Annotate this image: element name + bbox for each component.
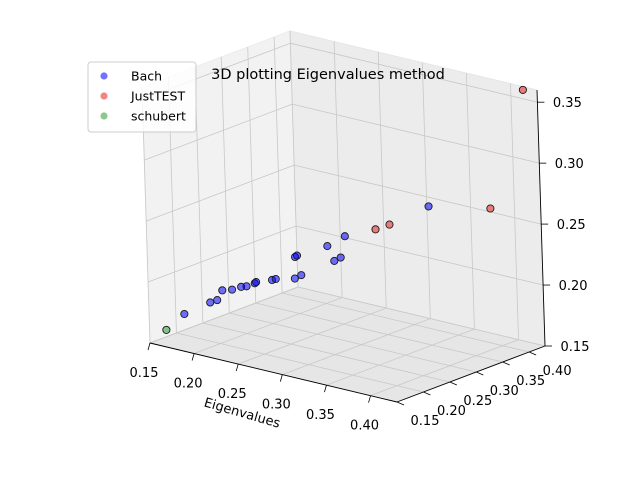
z-grid-line — [294, 164, 542, 225]
data-point-bach — [336, 253, 345, 262]
y-grid-line — [220, 56, 230, 314]
legend-label-schubert: schubert — [131, 109, 186, 124]
data-point-justtest — [518, 85, 527, 94]
data-point-bach — [340, 232, 349, 241]
x-grid-line — [510, 83, 519, 340]
x-grid-line — [289, 30, 299, 288]
grid-lines — [141, 30, 546, 403]
tick-labels: 0.150.200.250.300.350.40 0.150.200.250.30… — [130, 96, 590, 433]
y-tick-mark — [528, 351, 537, 356]
y-grid-line — [202, 322, 450, 383]
y-tick-label: 0.25 — [463, 394, 492, 409]
data-points — [162, 85, 527, 334]
data-point-schubert — [162, 325, 171, 334]
data-point-justtest — [385, 220, 394, 229]
y-tick-label: 0.15 — [411, 414, 440, 429]
x-grid-line — [326, 328, 475, 386]
y-tick-mark — [476, 371, 484, 376]
legend-label-justtest: JustTEST — [130, 89, 185, 104]
y-tick-label: 0.35 — [516, 374, 545, 389]
data-point-bach — [228, 285, 237, 294]
data-point-bach — [292, 251, 302, 260]
z-grid-line — [292, 103, 540, 164]
x-tick-mark — [191, 353, 195, 361]
axis-panes — [141, 30, 547, 403]
y-grid-line — [273, 36, 283, 294]
x-tick-label: 0.40 — [350, 419, 379, 434]
z-grid-line — [147, 225, 297, 283]
x-tick-mark — [235, 363, 239, 372]
y-grid-line — [255, 302, 503, 363]
x-tick-label: 0.20 — [174, 377, 203, 392]
y-tick-label: 0.30 — [490, 384, 519, 399]
x-grid-line — [377, 52, 387, 309]
y-tick-mark — [396, 401, 405, 406]
y-tick-mark — [449, 381, 458, 386]
x-grid-line — [282, 318, 431, 375]
y-grid-line — [282, 292, 530, 353]
data-point-justtest — [486, 204, 495, 213]
x-tick-mark — [324, 385, 327, 393]
legend-marker-schubert — [100, 112, 108, 120]
x-axis-line — [149, 342, 398, 403]
data-point-bach — [218, 286, 227, 295]
y-grid-line — [247, 46, 257, 304]
z-grid-line — [149, 286, 299, 344]
legend-marker-justtest — [100, 92, 108, 100]
data-point-justtest — [371, 225, 380, 234]
x-grid-line — [370, 339, 519, 397]
z-grid-line — [290, 42, 538, 103]
x-tick-mark — [368, 395, 371, 403]
z-tick-label: 0.30 — [555, 157, 584, 172]
data-point-bach — [424, 202, 433, 211]
y-tick-label: 0.20 — [437, 404, 466, 419]
data-point-bach — [323, 242, 332, 251]
y-tick-mark — [423, 391, 431, 396]
x-grid-line — [421, 62, 431, 319]
y-tick-label: 0.40 — [543, 364, 572, 379]
z-grid-line — [297, 286, 546, 347]
y-axis-line — [396, 345, 546, 403]
z-tick-label: 0.20 — [559, 279, 588, 294]
z-tick-label: 0.15 — [561, 340, 590, 355]
axis-lines — [147, 89, 552, 406]
data-point-bach — [252, 278, 261, 287]
z-grid-line — [296, 225, 544, 286]
z-tick-label: 0.35 — [553, 96, 582, 111]
y-grid-line — [229, 312, 477, 373]
z-axis-line — [536, 89, 546, 347]
x-tick-mark — [147, 342, 151, 351]
data-point-bach — [180, 309, 189, 319]
x-grid-line — [466, 73, 475, 330]
x-tick-label: 0.25 — [218, 387, 247, 402]
y-tick-mark — [502, 361, 510, 366]
data-point-bach — [213, 296, 222, 305]
chart-title: 3D plotting Eigenvalues method — [211, 67, 445, 83]
x-grid-line — [193, 297, 343, 354]
legend-marker-bach — [100, 72, 108, 80]
z-grid-line — [144, 103, 293, 161]
x-tick-label: 0.30 — [262, 398, 291, 413]
legend-label-bach: Bach — [131, 69, 162, 84]
data-point-bach — [242, 282, 251, 291]
data-point-bach — [330, 256, 339, 265]
z-tick-label: 0.25 — [557, 218, 586, 233]
x-tick-label: 0.35 — [306, 408, 335, 423]
data-point-bach — [297, 271, 306, 280]
z-grid-line — [146, 164, 295, 222]
data-point-bach — [290, 274, 299, 283]
legend-box — [87, 61, 197, 133]
data-point-bach — [206, 298, 215, 307]
data-point-bach — [271, 274, 280, 284]
legend: Bach JustTEST schubert — [87, 61, 197, 133]
x-grid-line — [238, 307, 387, 365]
x-tick-label: 0.15 — [130, 366, 159, 381]
y-grid-line — [176, 332, 424, 393]
x-tick-mark — [279, 374, 283, 382]
